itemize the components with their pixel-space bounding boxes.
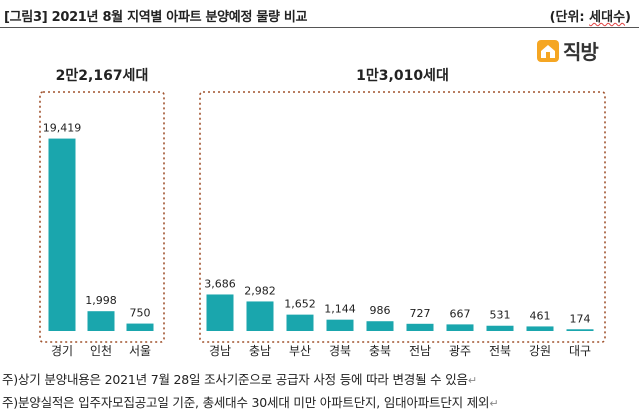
value-label-서울: 750 xyxy=(130,307,151,320)
unit-label: (단위: 세대수) xyxy=(550,6,631,25)
value-label-충북: 986 xyxy=(370,304,391,317)
value-label-충남: 2,982 xyxy=(244,284,276,297)
category-label-인천: 인천 xyxy=(90,343,112,358)
bar-광주 xyxy=(446,324,474,331)
category-label-광주: 광주 xyxy=(449,344,471,358)
group-1-frame xyxy=(39,91,165,343)
category-label-충북: 충북 xyxy=(369,344,391,358)
category-label-경남: 경남 xyxy=(209,344,231,358)
value-label-광주: 667 xyxy=(450,307,471,320)
bar-인천 xyxy=(87,311,115,331)
unit-prefix: (단위: xyxy=(549,10,590,25)
value-label-대구: 174 xyxy=(570,312,591,325)
chart-title: [그림3] 2021년 8월 지역별 아파트 분양예정 물량 비교 xyxy=(4,10,308,25)
value-label-경기: 19,419 xyxy=(43,122,82,135)
group-2-frame xyxy=(199,91,606,343)
value-label-강원: 461 xyxy=(530,309,551,322)
footnote-1-return-mark: ↵ xyxy=(467,374,477,387)
bar-경북 xyxy=(326,319,354,331)
value-label-부산: 1,652 xyxy=(284,298,316,311)
category-label-대구: 대구 xyxy=(569,344,591,358)
bar-전북 xyxy=(486,325,514,331)
title-divider xyxy=(0,27,639,28)
category-label-전남: 전남 xyxy=(409,344,431,358)
category-label-경기: 경기 xyxy=(51,344,73,358)
category-label-서울: 서울 xyxy=(129,344,151,358)
category-label-충남: 충남 xyxy=(249,344,271,358)
bar-충남 xyxy=(246,301,274,331)
footnote-1: 주)상기 분양내용은 2021년 7월 28일 조사기준으로 공급자 사정 등에… xyxy=(2,369,477,388)
zigbang-logo: 직방 xyxy=(536,36,599,65)
bar-서울 xyxy=(126,323,154,331)
group-1-total-label: 2만2,167세대 xyxy=(56,68,149,84)
value-label-전북: 531 xyxy=(490,309,511,322)
value-label-경남: 3,686 xyxy=(204,277,236,290)
bar-경기 xyxy=(48,138,76,331)
footnote-1-text: 주)상기 분양내용은 2021년 7월 28일 조사기준으로 공급자 사정 등에… xyxy=(2,372,468,387)
category-label-전북: 전북 xyxy=(489,344,511,358)
bar-전남 xyxy=(406,323,434,331)
group-2-total-label: 1만3,010세대 xyxy=(356,68,449,84)
bar-강원 xyxy=(526,326,554,331)
unit-word: 세대수 xyxy=(589,10,626,25)
value-label-전남: 727 xyxy=(410,307,431,320)
footnote-2-text: 주)분양실적은 입주자모집공고일 기준, 총세대수 30세대 미만 아파트단지,… xyxy=(2,395,490,410)
bar-대구 xyxy=(566,329,594,331)
value-label-경북: 1,144 xyxy=(324,303,356,316)
category-label-강원: 강원 xyxy=(529,344,551,358)
value-label-인천: 1,998 xyxy=(85,294,117,307)
footnote-2-return-mark: ↵ xyxy=(489,397,499,410)
unit-suffix: ) xyxy=(625,10,631,25)
bar-경남 xyxy=(206,294,234,331)
logo-text: 직방 xyxy=(563,40,599,64)
bar-부산 xyxy=(286,314,314,331)
category-label-경북: 경북 xyxy=(329,344,351,358)
bar-충북 xyxy=(366,321,394,331)
house-logo-icon xyxy=(537,39,559,62)
category-label-부산: 부산 xyxy=(289,344,311,358)
footnote-2: 주)분양실적은 입주자모집공고일 기준, 총세대수 30세대 미만 아파트단지,… xyxy=(2,392,499,411)
